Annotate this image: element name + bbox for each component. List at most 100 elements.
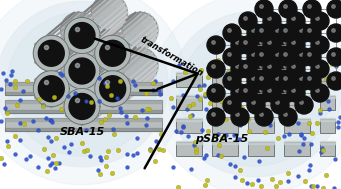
Circle shape [239,84,257,102]
Circle shape [263,84,281,102]
Bar [320,142,335,156]
Circle shape [287,12,305,30]
Polygon shape [5,92,162,95]
Circle shape [279,72,297,90]
Circle shape [295,96,313,114]
Polygon shape [64,88,100,125]
Polygon shape [320,141,335,144]
Bar [212,96,238,110]
Circle shape [303,48,321,66]
Circle shape [327,0,341,18]
Circle shape [271,24,289,42]
Text: SBA-15: SBA-15 [59,127,105,137]
Polygon shape [176,95,202,98]
Circle shape [311,84,329,102]
Text: pSBA-15: pSBA-15 [195,134,249,144]
Circle shape [295,24,313,42]
Ellipse shape [169,11,341,177]
Polygon shape [122,12,158,48]
Polygon shape [91,65,127,101]
Polygon shape [212,141,238,144]
Text: transformation: transformation [139,35,205,78]
Polygon shape [91,30,127,66]
Polygon shape [176,72,202,75]
Circle shape [207,36,225,54]
Polygon shape [320,118,335,121]
Polygon shape [5,118,162,121]
Polygon shape [69,58,95,84]
Circle shape [279,36,297,54]
Polygon shape [212,95,238,98]
Circle shape [287,36,305,54]
Circle shape [223,24,241,42]
Bar [5,118,162,131]
Polygon shape [95,71,131,107]
Polygon shape [95,35,131,71]
Polygon shape [69,22,95,49]
Circle shape [279,48,297,66]
Circle shape [279,60,297,78]
Bar [212,142,238,156]
Circle shape [207,84,225,102]
Bar [212,73,238,87]
Circle shape [271,48,289,66]
Circle shape [223,48,241,66]
Circle shape [279,0,297,18]
Circle shape [207,108,225,126]
Bar [320,73,335,87]
Circle shape [207,60,225,78]
Circle shape [327,48,341,66]
Polygon shape [212,118,238,121]
Circle shape [263,36,281,54]
Circle shape [271,72,289,90]
Bar [176,119,202,133]
Polygon shape [33,35,69,71]
Polygon shape [69,94,95,119]
Polygon shape [176,118,202,121]
Polygon shape [320,72,335,75]
Circle shape [255,108,273,126]
Polygon shape [212,72,238,75]
Polygon shape [176,141,202,144]
Polygon shape [5,100,162,103]
Polygon shape [248,95,274,98]
Circle shape [255,36,273,54]
Polygon shape [320,95,335,98]
Polygon shape [248,72,274,75]
Circle shape [295,48,313,66]
Circle shape [263,12,281,30]
Circle shape [247,96,265,114]
Circle shape [223,72,241,90]
Polygon shape [38,76,64,102]
Polygon shape [100,76,126,102]
Bar [320,96,335,110]
Polygon shape [284,72,310,75]
Polygon shape [64,53,100,89]
Bar [248,73,274,87]
Circle shape [247,24,265,42]
Polygon shape [284,118,310,121]
Circle shape [255,24,273,42]
Circle shape [311,36,329,54]
Circle shape [231,84,249,102]
Ellipse shape [0,1,168,167]
Circle shape [279,24,297,42]
Polygon shape [61,12,97,48]
Circle shape [239,36,257,54]
Circle shape [223,96,241,114]
Polygon shape [100,40,126,66]
Polygon shape [91,0,127,30]
Polygon shape [248,118,274,121]
Circle shape [303,24,321,42]
Circle shape [255,84,273,102]
Polygon shape [5,110,162,113]
Circle shape [255,0,273,18]
Circle shape [255,60,273,78]
Circle shape [279,108,297,126]
Circle shape [303,72,321,90]
Bar [5,100,162,113]
Circle shape [311,12,329,30]
Bar [284,73,310,87]
Circle shape [239,12,257,30]
Polygon shape [61,48,97,84]
